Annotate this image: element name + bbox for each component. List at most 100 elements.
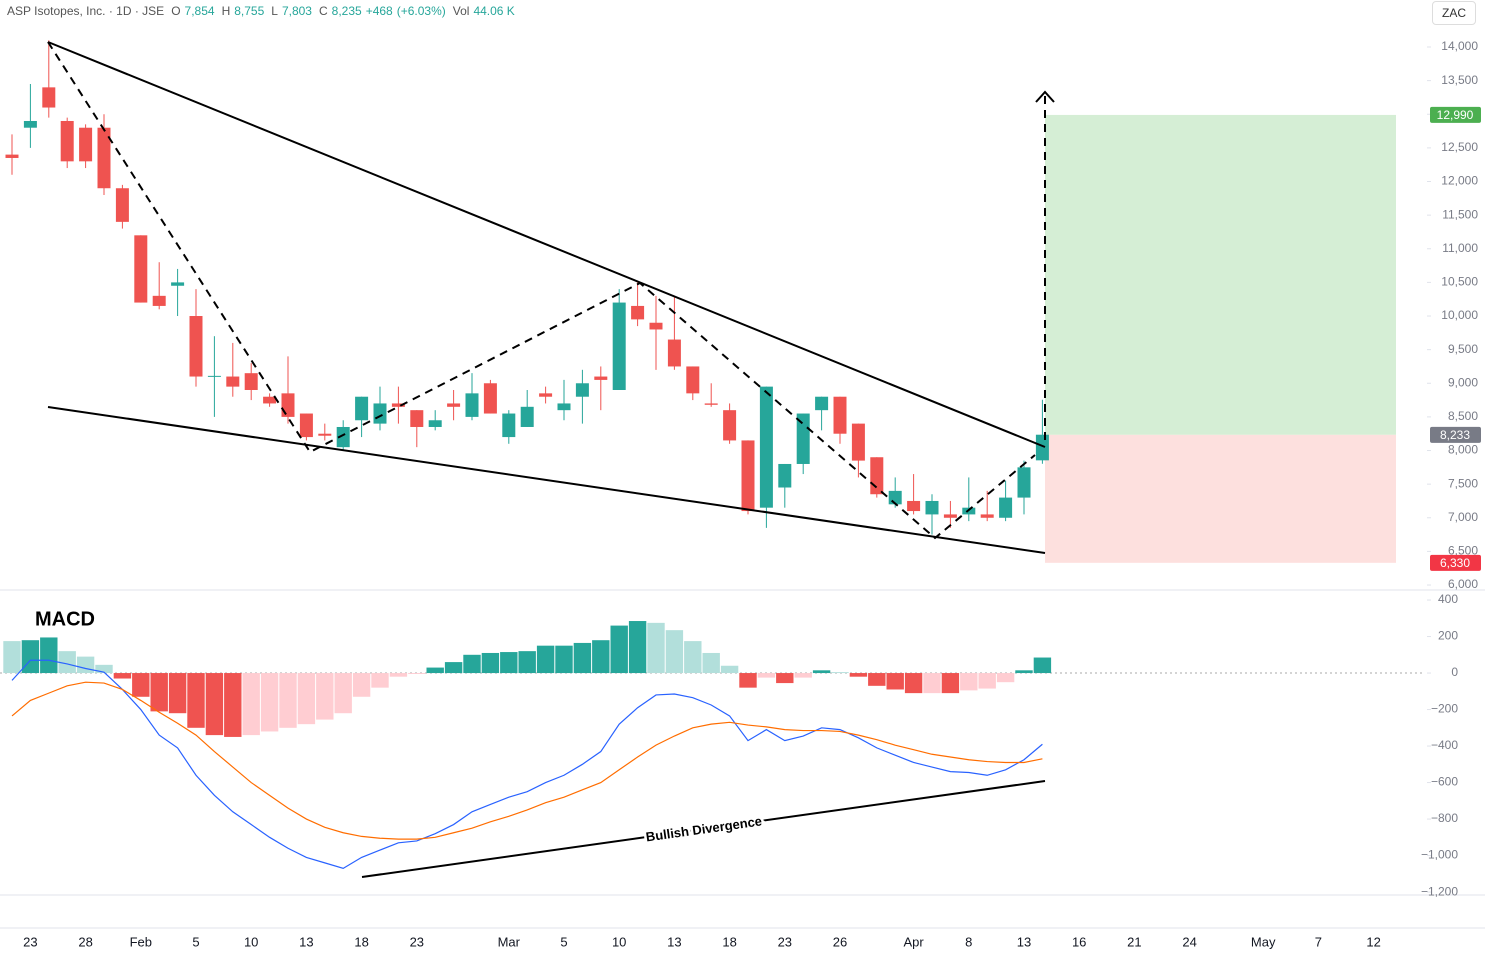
histogram-bar	[481, 652, 500, 674]
x-tick-label: 16	[1072, 934, 1086, 949]
histogram-bar	[665, 630, 684, 674]
price-tag-label: 12,990	[1437, 108, 1474, 122]
x-tick-label: 10	[244, 934, 258, 949]
y-tick-label: 9,500	[1448, 342, 1478, 356]
histogram-bar	[794, 673, 812, 678]
histogram-bar	[978, 673, 996, 689]
candle-body	[723, 410, 737, 441]
x-tick-label: 24	[1182, 934, 1196, 949]
x-tick-label: Apr	[903, 934, 924, 949]
x-tick-label: Feb	[130, 934, 152, 949]
candle-body	[299, 413, 313, 438]
candle-body	[355, 396, 369, 421]
histogram-bar	[720, 665, 739, 674]
candle-body	[796, 413, 810, 464]
macd-title: MACD	[35, 608, 95, 630]
histogram-bar	[739, 673, 757, 688]
marks-layer	[0, 40, 1425, 870]
x-tick-label: 18	[722, 934, 736, 949]
x-tick-label: 10	[612, 934, 626, 949]
candle-body	[391, 403, 405, 407]
histogram-bar	[886, 673, 904, 690]
candle-body	[778, 463, 792, 488]
candle-body	[667, 339, 681, 367]
y-tick-label: −1,200	[1421, 884, 1458, 898]
y-tick-label: 200	[1438, 629, 1458, 643]
symbol-title: ASP Isotopes, Inc. · 1D · JSE	[7, 4, 165, 18]
profit-zone	[1045, 114, 1396, 435]
x-tick-label: 28	[78, 934, 92, 949]
histogram-bar	[555, 645, 573, 674]
candle-body	[97, 127, 111, 189]
y-tick-label: 9,000	[1448, 375, 1478, 389]
histogram-bar	[941, 673, 960, 694]
candle-body	[318, 433, 332, 436]
y-tick-label: −600	[1431, 775, 1458, 789]
histogram-bar	[831, 672, 849, 674]
candle-body	[483, 383, 497, 414]
x-tick-label: Mar	[498, 934, 521, 949]
annotation: Bullish Divergence	[645, 813, 763, 844]
candle-body	[612, 302, 626, 390]
histogram-bar	[95, 664, 113, 674]
ohlc-value: 8,755	[234, 4, 265, 18]
x-tick-label: 18	[354, 934, 368, 949]
candle-body	[134, 235, 148, 303]
ohlc-key: O	[171, 4, 181, 18]
y-tick-label: 8,500	[1448, 409, 1478, 423]
histogram-bar	[3, 641, 21, 674]
y-tick-label: 10,500	[1441, 275, 1478, 289]
candle-body	[741, 440, 755, 512]
candle-body	[189, 316, 203, 377]
histogram-bar	[389, 673, 408, 677]
histogram-bar	[58, 651, 76, 674]
ohlc-key: L	[271, 4, 278, 18]
y-tick-label: −200	[1431, 702, 1458, 716]
x-tick-label: 8	[965, 934, 972, 949]
candle-body	[925, 500, 939, 515]
arrow-head	[1035, 90, 1055, 103]
candle-body	[152, 295, 166, 306]
candle-body	[244, 373, 258, 390]
histogram-bar	[21, 640, 40, 674]
histogram-bar	[868, 673, 886, 686]
candle-body	[1035, 434, 1049, 461]
candle-body	[79, 127, 93, 162]
candle-body	[410, 410, 424, 427]
x-tick-label: 21	[1127, 934, 1141, 949]
histogram-bar	[610, 625, 628, 674]
currency-button[interactable]: ZAC	[1432, 1, 1476, 25]
histogram-bar	[224, 673, 242, 737]
histogram-bar	[960, 673, 978, 691]
histogram-bar	[923, 673, 941, 694]
candle-body	[704, 403, 718, 405]
candle-body	[171, 282, 185, 286]
x-tick-label: 13	[299, 934, 313, 949]
macd-line	[11, 681, 1043, 840]
trendline	[47, 41, 1046, 448]
histogram-bar	[76, 656, 95, 674]
price-tag	[1430, 554, 1481, 571]
histogram-bar	[776, 673, 794, 684]
x-tick-label: 5	[560, 934, 567, 949]
histogram-bar	[518, 651, 536, 674]
histogram-bar	[1015, 670, 1033, 674]
ohlc-value: 7,854	[184, 4, 215, 18]
histogram-bar	[187, 673, 205, 728]
histogram-bar	[463, 654, 481, 674]
candle-body	[943, 514, 957, 518]
histogram-bar	[702, 652, 720, 674]
histogram-bar	[113, 673, 132, 679]
histogram-bar	[426, 667, 444, 674]
x-tick-label: 5	[192, 934, 199, 949]
histogram-bar	[849, 673, 868, 677]
candle-body	[686, 366, 700, 394]
histogram-bar	[592, 640, 610, 674]
histogram-bar	[408, 673, 426, 674]
x-tick-label: 23	[23, 934, 37, 949]
candle-body	[465, 393, 479, 417]
histogram-bar	[352, 673, 371, 697]
candle-body	[870, 457, 884, 495]
histogram-bar	[279, 673, 297, 728]
